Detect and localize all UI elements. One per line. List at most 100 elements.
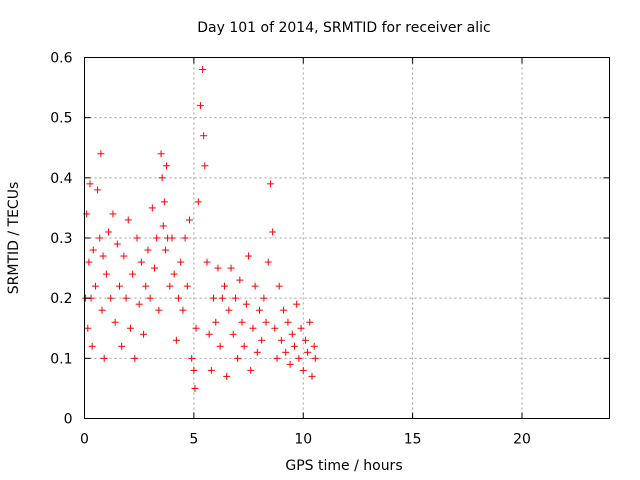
x-tick-label: 10 (294, 432, 312, 448)
data-point (133, 234, 141, 242)
data-point (273, 354, 281, 362)
x-axis-label: GPS time / hours (285, 458, 402, 474)
data-point (85, 258, 93, 266)
y-tick-label: 0.2 (50, 291, 72, 307)
data-point (120, 252, 128, 260)
data-point (223, 372, 231, 380)
data-point (99, 252, 107, 260)
data-point (124, 216, 132, 224)
data-point (227, 264, 235, 272)
data-point (91, 282, 99, 290)
data-point (88, 342, 96, 350)
data-point (196, 102, 204, 110)
data-point (107, 294, 115, 302)
data-point (260, 294, 268, 302)
data-point (113, 240, 121, 248)
y-tick-label: 0.6 (50, 51, 72, 67)
data-point (216, 342, 224, 350)
data-point (177, 258, 185, 266)
data-point (245, 252, 253, 260)
data-point (159, 222, 167, 230)
data-point (205, 330, 213, 338)
data-point (129, 270, 137, 278)
data-point (97, 150, 105, 158)
x-tick-label: 15 (404, 432, 422, 448)
data-point (183, 282, 191, 290)
data-point (142, 282, 150, 290)
axis-ticks: 0 5 10 15 20 0 0.1 0.2 0.3 0.4 0.5 0.6 (50, 51, 610, 448)
data-point (264, 258, 272, 266)
data-points (82, 66, 319, 392)
data-point (249, 324, 257, 332)
data-point (262, 318, 270, 326)
data-point (218, 294, 226, 302)
data-point (308, 372, 316, 380)
data-point (146, 294, 154, 302)
data-point (271, 324, 279, 332)
data-point (89, 246, 97, 254)
data-point (306, 318, 314, 326)
data-point (100, 354, 108, 362)
data-point (200, 132, 208, 140)
data-point (131, 354, 139, 362)
data-point (210, 294, 218, 302)
data-point (225, 306, 233, 314)
data-point (207, 366, 215, 374)
y-tick-label: 0.3 (50, 231, 72, 247)
data-point (280, 306, 288, 314)
data-point (203, 258, 211, 266)
x-tick-label: 20 (513, 432, 531, 448)
data-point (137, 258, 145, 266)
data-point (135, 300, 143, 308)
data-point (158, 174, 166, 182)
data-point (192, 324, 200, 332)
data-point (153, 234, 161, 242)
data-point (229, 330, 237, 338)
x-tick-label: 0 (80, 432, 89, 448)
data-point (86, 180, 94, 188)
data-point (140, 330, 148, 338)
data-point (188, 354, 196, 362)
data-point (111, 318, 119, 326)
data-point (194, 198, 202, 206)
data-point (170, 270, 178, 278)
data-point (266, 180, 274, 188)
data-point (161, 246, 169, 254)
data-point (199, 66, 207, 74)
data-point (247, 366, 255, 374)
data-point (94, 186, 102, 194)
data-point (166, 282, 174, 290)
data-point (163, 162, 171, 170)
data-point (251, 282, 259, 290)
data-point (84, 324, 92, 332)
data-point (301, 336, 309, 344)
data-point (288, 330, 296, 338)
data-point (109, 210, 117, 218)
data-point (191, 384, 199, 392)
data-point (144, 246, 152, 254)
data-point (293, 300, 301, 308)
data-point (286, 360, 294, 368)
data-point (238, 318, 246, 326)
data-point (282, 348, 290, 356)
data-point (126, 324, 134, 332)
data-point (236, 276, 244, 284)
data-point (118, 342, 126, 350)
y-tick-label: 0.4 (50, 171, 72, 187)
data-point (311, 354, 319, 362)
data-point (155, 306, 163, 314)
chart-title: Day 101 of 2014, SRMTID for receiver ali… (197, 20, 490, 36)
data-point (310, 342, 318, 350)
data-point (242, 300, 250, 308)
data-point (148, 204, 156, 212)
data-point (172, 336, 180, 344)
data-point (98, 306, 106, 314)
data-point (168, 234, 176, 242)
data-point (179, 306, 187, 314)
data-point (277, 336, 285, 344)
data-point (295, 354, 303, 362)
data-point (240, 342, 248, 350)
data-point (96, 234, 104, 242)
